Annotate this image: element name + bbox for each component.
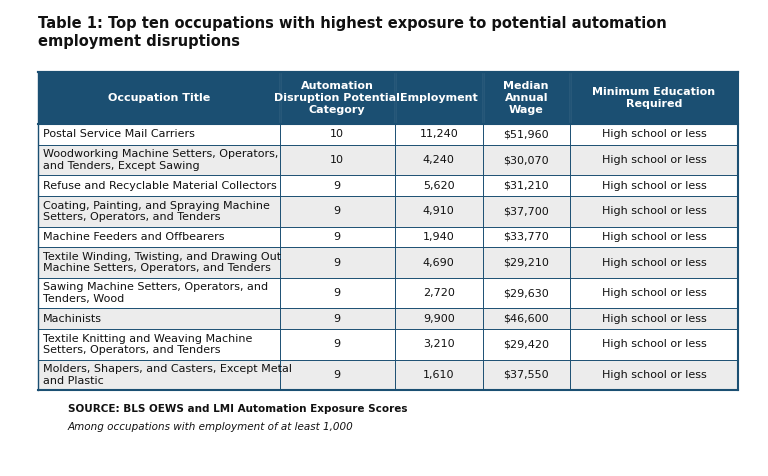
Text: $30,070: $30,070 — [504, 155, 549, 165]
Text: Employment: Employment — [400, 93, 478, 103]
Text: 9: 9 — [333, 339, 341, 349]
Text: Woodworking Machine Setters, Operators,
and Tenders, Except Sawing: Woodworking Machine Setters, Operators, … — [43, 149, 278, 171]
Text: $33,770: $33,770 — [503, 232, 549, 242]
Text: High school or less: High school or less — [601, 181, 707, 191]
Text: High school or less: High school or less — [601, 370, 707, 380]
Text: Table 1: Top ten occupations with highest exposure to potential automation: Table 1: Top ten occupations with highes… — [38, 16, 667, 31]
Text: High school or less: High school or less — [601, 206, 707, 216]
Text: $51,960: $51,960 — [504, 129, 549, 139]
Text: 10: 10 — [330, 155, 344, 165]
Text: 4,910: 4,910 — [423, 206, 455, 216]
Text: High school or less: High school or less — [601, 288, 707, 298]
Text: Among occupations with employment of at least 1,000: Among occupations with employment of at … — [68, 422, 354, 432]
Text: Sawing Machine Setters, Operators, and
Tenders, Wood: Sawing Machine Setters, Operators, and T… — [43, 282, 268, 304]
Text: Median
Annual
Wage: Median Annual Wage — [504, 81, 549, 115]
Text: 9: 9 — [333, 181, 341, 191]
Bar — [38, 359, 738, 390]
Text: 9: 9 — [333, 206, 341, 216]
Text: 5,620: 5,620 — [423, 181, 455, 191]
Text: $29,630: $29,630 — [503, 288, 549, 298]
Text: $31,210: $31,210 — [504, 181, 549, 191]
Bar — [38, 227, 738, 248]
Text: 9: 9 — [333, 370, 341, 380]
Text: 9: 9 — [333, 314, 341, 324]
Bar — [38, 175, 738, 196]
Text: 11,240: 11,240 — [419, 129, 458, 139]
Text: High school or less: High school or less — [601, 232, 707, 242]
Text: High school or less: High school or less — [601, 129, 707, 139]
Text: 3,210: 3,210 — [423, 339, 455, 349]
Bar — [395, 72, 482, 124]
Bar — [38, 145, 738, 175]
Text: SOURCE: BLS OEWS and LMI Automation Exposure Scores: SOURCE: BLS OEWS and LMI Automation Expo… — [68, 404, 408, 414]
Text: 9: 9 — [333, 232, 341, 242]
Bar — [38, 329, 738, 359]
Text: Postal Service Mail Carriers: Postal Service Mail Carriers — [43, 129, 195, 139]
Text: $29,420: $29,420 — [503, 339, 549, 349]
Text: 4,240: 4,240 — [423, 155, 455, 165]
Text: Machinists: Machinists — [43, 314, 102, 324]
Text: $29,210: $29,210 — [503, 258, 549, 268]
Text: Refuse and Recyclable Material Collectors: Refuse and Recyclable Material Collector… — [43, 181, 276, 191]
Text: 9,900: 9,900 — [423, 314, 455, 324]
Text: 4,690: 4,690 — [423, 258, 455, 268]
Bar — [570, 72, 738, 124]
Bar — [38, 248, 738, 278]
Text: $37,550: $37,550 — [504, 370, 549, 380]
Text: $37,700: $37,700 — [503, 206, 549, 216]
Bar — [280, 72, 395, 124]
Text: High school or less: High school or less — [601, 314, 707, 324]
Bar — [482, 72, 570, 124]
Text: Coating, Painting, and Spraying Machine
Setters, Operators, and Tenders: Coating, Painting, and Spraying Machine … — [43, 200, 270, 222]
Bar — [38, 196, 738, 227]
Text: 10: 10 — [330, 129, 344, 139]
Bar — [38, 124, 738, 145]
Text: 1,610: 1,610 — [423, 370, 455, 380]
Text: Textile Knitting and Weaving Machine
Setters, Operators, and Tenders: Textile Knitting and Weaving Machine Set… — [43, 334, 253, 355]
Bar — [38, 278, 738, 308]
Text: Molders, Shapers, and Casters, Except Metal
and Plastic: Molders, Shapers, and Casters, Except Me… — [43, 364, 292, 386]
Text: 1,940: 1,940 — [423, 232, 455, 242]
Text: Machine Feeders and Offbearers: Machine Feeders and Offbearers — [43, 232, 224, 242]
Text: High school or less: High school or less — [601, 258, 707, 268]
Text: Occupation Title: Occupation Title — [108, 93, 210, 103]
Text: Minimum Education
Required: Minimum Education Required — [592, 87, 716, 109]
Text: 9: 9 — [333, 288, 341, 298]
Text: Textile Winding, Twisting, and Drawing Out
Machine Setters, Operators, and Tende: Textile Winding, Twisting, and Drawing O… — [43, 252, 281, 273]
Text: Automation
Disruption Potential
Category: Automation Disruption Potential Category — [274, 81, 400, 115]
Bar — [38, 72, 280, 124]
Text: High school or less: High school or less — [601, 339, 707, 349]
Text: 9: 9 — [333, 258, 341, 268]
Text: $46,600: $46,600 — [504, 314, 549, 324]
Text: High school or less: High school or less — [601, 155, 707, 165]
Text: employment disruptions: employment disruptions — [38, 34, 240, 49]
Text: 2,720: 2,720 — [423, 288, 455, 298]
Bar — [38, 308, 738, 329]
